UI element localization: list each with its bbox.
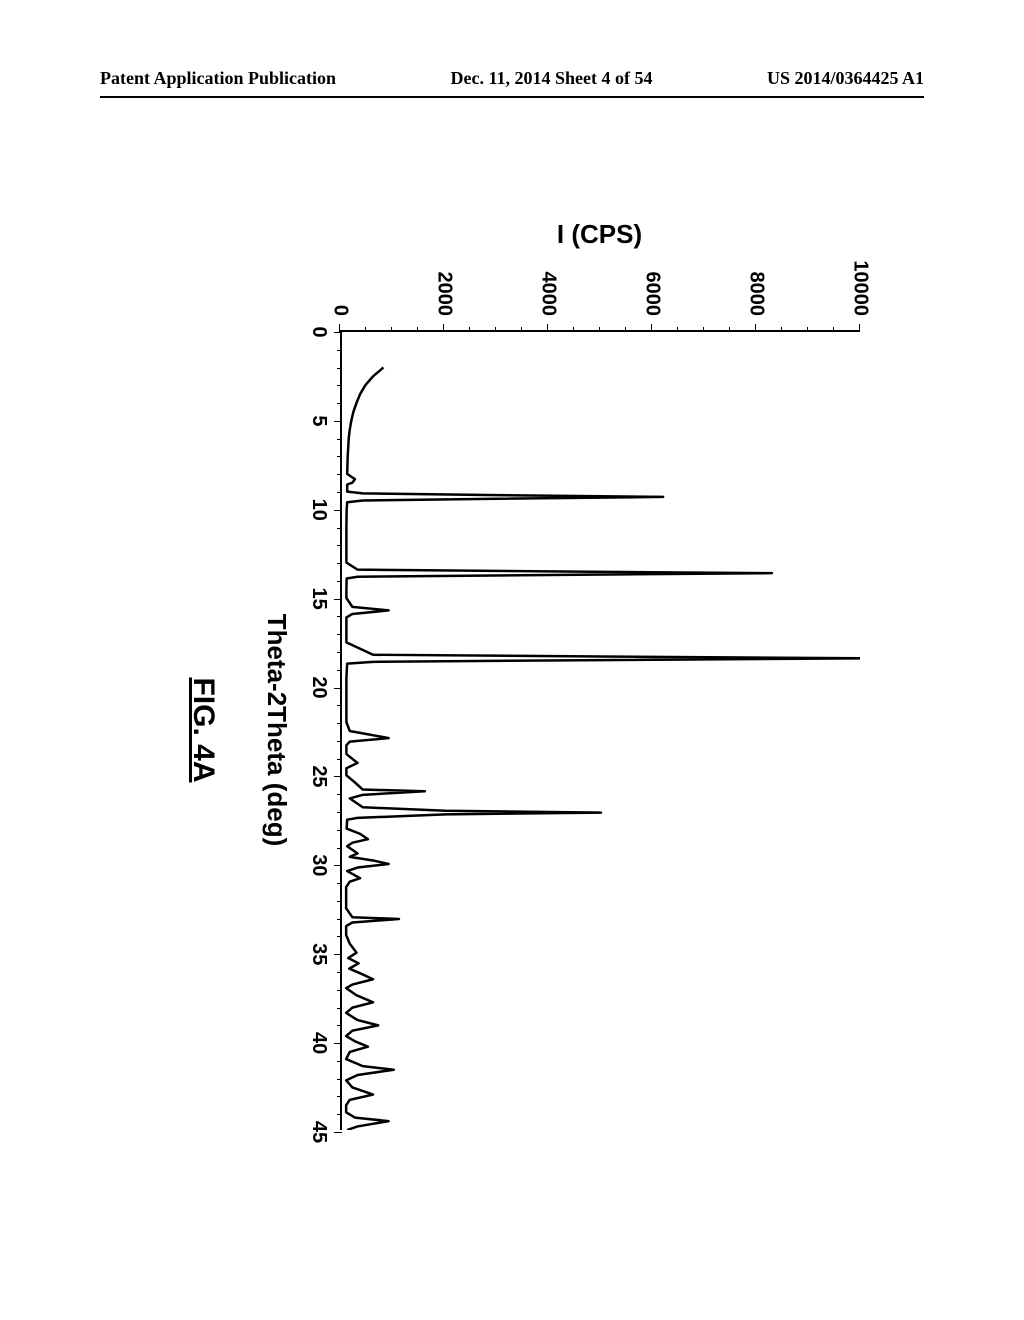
x-tick-label: 25: [307, 765, 330, 787]
x-tick-minor: [337, 1008, 342, 1009]
header-center: Dec. 11, 2014 Sheet 4 of 54: [451, 68, 653, 89]
x-tick-minor: [337, 883, 342, 884]
y-tick-minor: [677, 327, 678, 332]
x-tick: [334, 776, 342, 777]
y-tick-minor: [729, 327, 730, 332]
y-tick-minor: [703, 327, 704, 332]
y-tick: [339, 324, 340, 332]
y-tick-minor: [417, 327, 418, 332]
xrd-trace: [346, 367, 860, 1130]
y-tick-minor: [625, 327, 626, 332]
y-tick: [859, 324, 860, 332]
x-tick-label: 5: [307, 415, 330, 426]
y-tick-label: 8000: [745, 272, 768, 317]
x-tick-minor: [337, 759, 342, 760]
x-tick-minor: [337, 670, 342, 671]
y-tick-label: 4000: [537, 272, 560, 317]
x-tick-minor: [337, 812, 342, 813]
y-tick-minor: [573, 327, 574, 332]
x-tick: [334, 865, 342, 866]
figure-caption: FIG. 4A: [186, 330, 220, 1130]
header-right: US 2014/0364425 A1: [767, 68, 924, 89]
x-tick-minor: [337, 528, 342, 529]
x-tick-minor: [337, 919, 342, 920]
x-tick-label: 35: [307, 943, 330, 965]
x-tick-minor: [337, 705, 342, 706]
y-tick-minor: [365, 327, 366, 332]
x-tick-minor: [337, 616, 342, 617]
x-tick-minor: [337, 741, 342, 742]
x-tick-label: 30: [307, 854, 330, 876]
plot-area: 0510152025303540450200040006000800010000: [340, 330, 860, 1130]
x-tick: [334, 599, 342, 600]
y-tick-label: 0: [329, 305, 352, 316]
x-tick-minor: [337, 385, 342, 386]
x-tick-minor: [337, 1114, 342, 1115]
y-tick-minor: [469, 327, 470, 332]
x-tick-minor: [337, 634, 342, 635]
y-tick-minor: [599, 327, 600, 332]
header-left: Patent Application Publication: [100, 68, 336, 89]
x-tick-label: 0: [307, 326, 330, 337]
y-tick-minor: [781, 327, 782, 332]
x-tick-minor: [337, 723, 342, 724]
x-tick-minor: [337, 830, 342, 831]
x-axis-title: Theta-2Theta (deg): [261, 330, 292, 1130]
y-tick: [547, 324, 548, 332]
x-tick: [334, 332, 342, 333]
x-tick: [334, 1132, 342, 1133]
x-tick: [334, 954, 342, 955]
y-tick-label: 10000: [849, 260, 872, 316]
x-tick-minor: [337, 848, 342, 849]
x-tick-label: 45: [307, 1121, 330, 1143]
y-tick: [443, 324, 444, 332]
x-tick-minor: [337, 936, 342, 937]
x-tick-minor: [337, 439, 342, 440]
y-tick-label: 2000: [433, 272, 456, 317]
x-tick-label: 20: [307, 676, 330, 698]
x-tick-minor: [337, 1079, 342, 1080]
chart-rotation-container: I (CPS) 05101520253035404502000400060008…: [100, 180, 920, 1240]
figure-area: I (CPS) 05101520253035404502000400060008…: [100, 180, 920, 1240]
xrd-chart: I (CPS) 05101520253035404502000400060008…: [100, 180, 920, 1240]
y-axis-title: I (CPS): [340, 220, 860, 250]
y-tick-minor: [807, 327, 808, 332]
x-tick-minor: [337, 1025, 342, 1026]
x-tick-label: 10: [307, 499, 330, 521]
x-tick-minor: [337, 350, 342, 351]
x-tick-minor: [337, 492, 342, 493]
x-tick-minor: [337, 1096, 342, 1097]
page-header: Patent Application Publication Dec. 11, …: [0, 68, 1024, 89]
x-tick-minor: [337, 563, 342, 564]
x-tick-label: 15: [307, 588, 330, 610]
x-tick: [334, 688, 342, 689]
x-tick-minor: [337, 652, 342, 653]
y-tick-minor: [521, 327, 522, 332]
x-tick-minor: [337, 581, 342, 582]
y-tick: [755, 324, 756, 332]
x-tick-minor: [337, 456, 342, 457]
y-tick-minor: [495, 327, 496, 332]
x-tick-minor: [337, 1061, 342, 1062]
header-rule: [100, 96, 924, 98]
x-tick: [334, 421, 342, 422]
y-tick-minor: [391, 327, 392, 332]
x-tick-minor: [337, 901, 342, 902]
x-tick: [334, 1043, 342, 1044]
y-tick: [651, 324, 652, 332]
x-tick-minor: [337, 545, 342, 546]
y-tick-label: 6000: [641, 272, 664, 317]
x-tick: [334, 510, 342, 511]
data-line-svg: [342, 332, 860, 1130]
x-tick-minor: [337, 368, 342, 369]
x-tick-minor: [337, 794, 342, 795]
x-tick-label: 40: [307, 1032, 330, 1054]
x-tick-minor: [337, 403, 342, 404]
x-tick-minor: [337, 990, 342, 991]
y-tick-minor: [833, 327, 834, 332]
x-tick-minor: [337, 972, 342, 973]
x-tick-minor: [337, 474, 342, 475]
